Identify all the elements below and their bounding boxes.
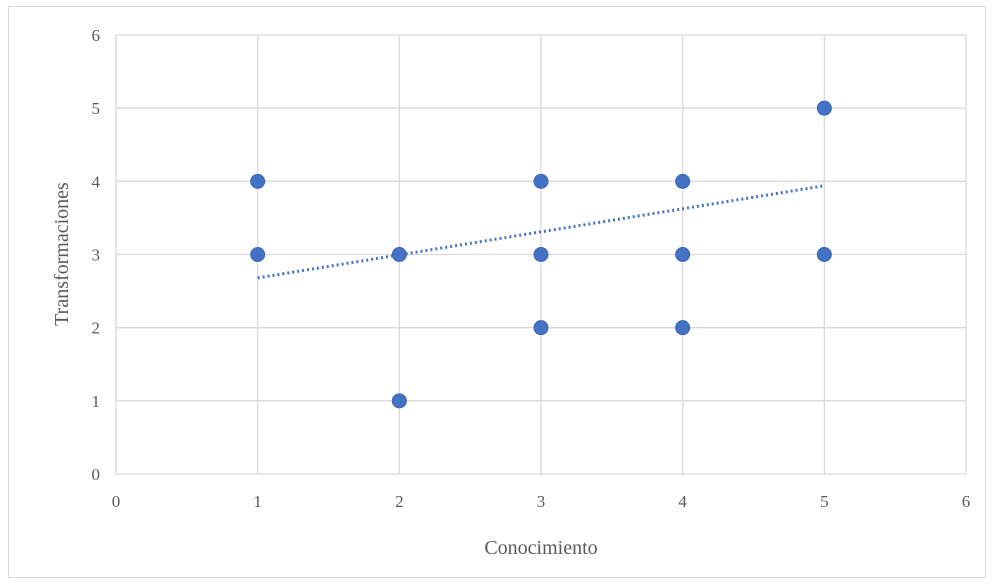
- trendline: [257, 184, 825, 280]
- x-tick-label: 3: [537, 492, 546, 511]
- x-tick-label: 1: [253, 492, 262, 511]
- data-point: [391, 393, 407, 409]
- x-axis-title: Conocimiento: [484, 537, 597, 559]
- x-tick-label: 4: [678, 492, 687, 511]
- data-point: [250, 247, 266, 262]
- x-tick-label: 6: [962, 492, 971, 511]
- y-tick-label: 6: [92, 26, 101, 45]
- x-tick-label: 0: [112, 492, 121, 511]
- x-axis-ticks: 0 1 2 3 4 5 6: [112, 492, 971, 511]
- y-axis-title: Transformaciones: [51, 182, 73, 326]
- y-tick-label: 4: [92, 172, 101, 191]
- data-point: [533, 320, 549, 336]
- data-point: [533, 247, 549, 262]
- data-point: [533, 173, 549, 189]
- y-tick-label: 5: [92, 99, 101, 118]
- trendline-group: [257, 184, 825, 280]
- y-tick-label: 0: [92, 465, 101, 484]
- data-point: [675, 320, 691, 336]
- data-point: [250, 173, 266, 189]
- x-tick-label: 5: [820, 492, 829, 511]
- x-tick-label: 2: [395, 492, 404, 511]
- data-point: [816, 100, 832, 116]
- y-axis-ticks: 0 1 2 3 4 5 6: [92, 26, 101, 484]
- data-point: [391, 247, 407, 262]
- data-point: [816, 247, 832, 262]
- y-tick-label: 1: [92, 392, 101, 411]
- data-point: [675, 247, 691, 262]
- data-point: [675, 173, 691, 189]
- y-tick-label: 3: [92, 246, 101, 265]
- data-points: [250, 100, 832, 409]
- y-tick-label: 2: [92, 319, 101, 338]
